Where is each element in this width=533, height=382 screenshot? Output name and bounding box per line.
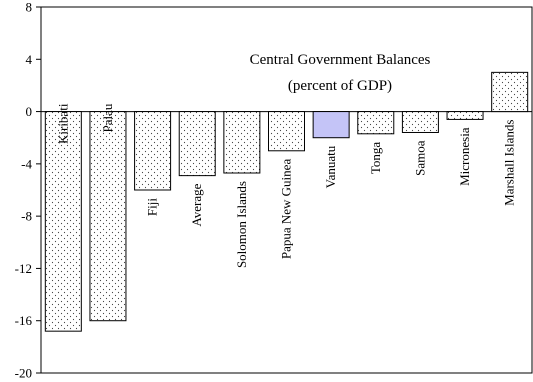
bar-series — [44, 71, 529, 332]
category-label: Papua New Guinea — [279, 159, 294, 260]
bar-marshall-islands — [491, 71, 529, 113]
bar-kiribati — [44, 111, 82, 332]
plot-area-frame — [40, 6, 533, 374]
y-tick-label: 0 — [26, 104, 33, 119]
bar-solomon-islands — [223, 111, 261, 174]
category-label: Average — [189, 183, 204, 226]
category-label: Kiribati — [55, 103, 70, 144]
category-label: Solomon Islands — [234, 181, 249, 268]
chart-title: Central Government Balances — [250, 52, 431, 68]
y-tick-label: -4 — [21, 156, 32, 171]
category-label: Marshall Islands — [502, 120, 517, 206]
y-axis: 8 4 0 -4 -8 -12 -16 -20 — [15, 0, 41, 381]
category-label: Fiji — [145, 198, 160, 216]
y-tick-label: -8 — [21, 209, 32, 224]
category-label: Samoa — [412, 140, 427, 176]
bar-vanuatu — [312, 111, 350, 139]
chart-subtitle: (percent of GDP) — [288, 78, 392, 94]
bar-average — [178, 111, 216, 177]
bar-fiji — [134, 111, 172, 191]
y-tick-label: -20 — [15, 366, 32, 381]
bar-samoa — [401, 111, 439, 133]
bar-papua-new-guinea — [268, 111, 305, 152]
y-tick-label: -16 — [15, 313, 33, 328]
category-label: Palau — [100, 103, 115, 132]
bar-palau — [89, 111, 127, 322]
category-label: Micronesia — [457, 127, 472, 186]
category-labels: Kiribati Palau Fiji Average Solomon Islands P… — [55, 103, 516, 268]
y-tick-label: 8 — [26, 0, 33, 15]
category-label: Vanuatu — [323, 145, 338, 188]
bar-micronesia — [446, 111, 484, 120]
y-tick-label: 4 — [26, 52, 33, 67]
y-tick-label: -12 — [15, 261, 32, 276]
category-label: Tonga — [368, 142, 383, 175]
bar-tonga — [357, 111, 395, 135]
